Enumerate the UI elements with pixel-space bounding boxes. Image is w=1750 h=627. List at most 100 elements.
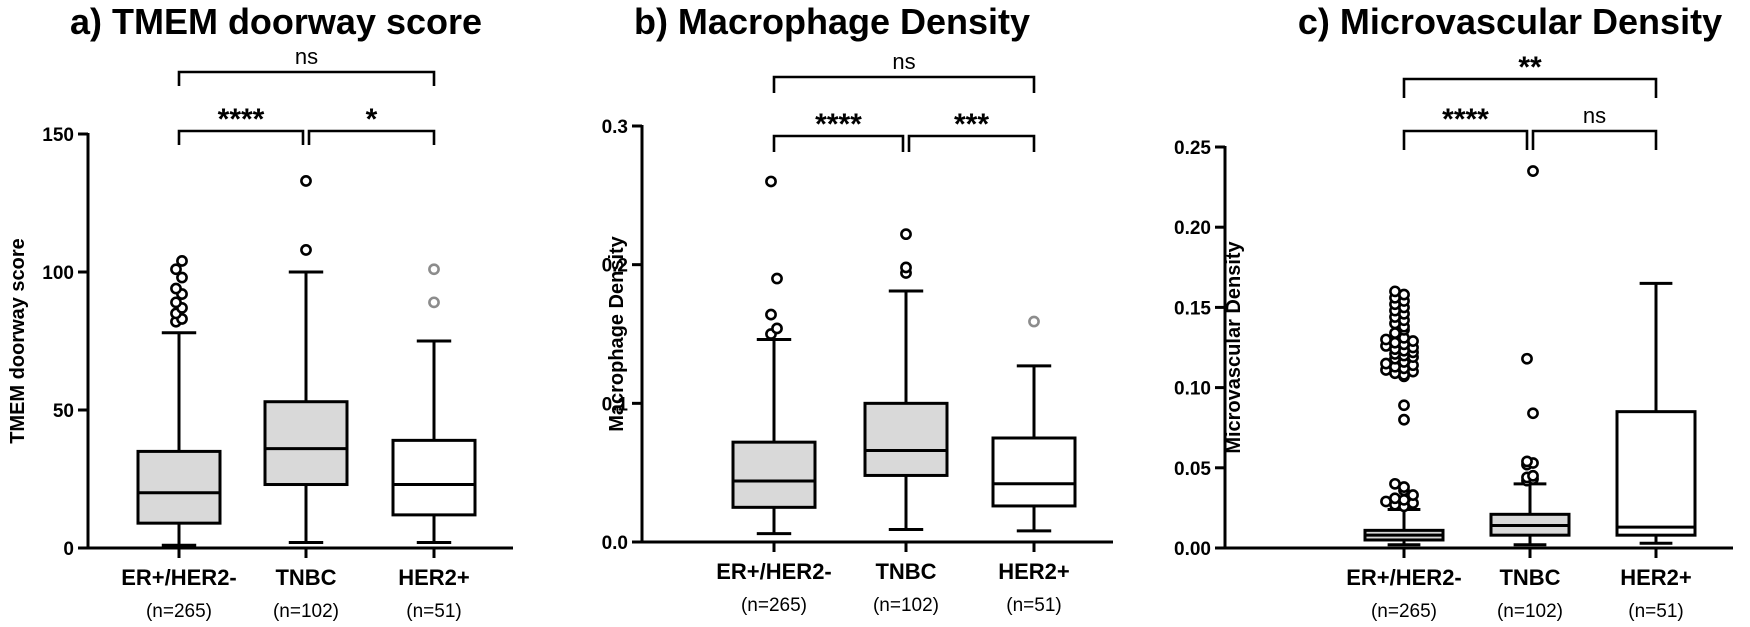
outlier-point	[1527, 469, 1539, 482]
outlier-point	[900, 261, 912, 274]
sample-size-label: (n=51)	[1628, 601, 1683, 622]
outlier-point	[300, 175, 312, 187]
bracket-line	[772, 134, 905, 152]
y-axis-label: TMEM doorway score	[7, 238, 29, 444]
x-tick-label: ER+/HER2-	[716, 559, 832, 584]
bracket-line	[907, 134, 1036, 152]
outlier-point	[300, 244, 312, 256]
box-group-tnbc: TNBC (n=102)	[263, 175, 349, 622]
outlier-point	[765, 308, 777, 321]
chart-title: a) TMEM doorway score	[70, 1, 482, 42]
box-group-er-her2-: ER+/HER2- (n=265)	[1346, 285, 1462, 622]
outlier-point	[1398, 399, 1410, 412]
x-tick-label: ER+/HER2-	[121, 565, 237, 590]
outlier-point	[765, 175, 777, 188]
significance-label: **	[1518, 51, 1542, 84]
box-group-er-her2-: ER+/HER2- (n=265)	[716, 175, 832, 616]
box-group-her2-: HER2+ (n=51)	[391, 263, 477, 622]
box-group-tnbc: TNBC (n=102)	[863, 228, 949, 616]
x-tick-label: TNBC	[1499, 565, 1560, 590]
outlier-point	[1521, 455, 1533, 468]
box-iqr	[731, 440, 817, 509]
significance-label: ***	[954, 108, 989, 141]
x-tick-label: TNBC	[275, 565, 336, 590]
outlier-point	[170, 296, 182, 309]
outlier-point	[1389, 477, 1401, 490]
significance-bracket: ****	[772, 108, 905, 152]
outlier-point	[170, 263, 182, 276]
box-iqr	[136, 449, 222, 525]
y-axis-label: Microvascular Density	[1223, 240, 1245, 453]
significance-label: ns	[892, 49, 915, 74]
significance-bracket: *	[307, 103, 436, 145]
chart-title: c) Microvascular Density	[1298, 1, 1722, 42]
outlier-point	[1380, 357, 1392, 370]
y-tick-label: 50	[53, 401, 74, 422]
sample-size-label: (n=265)	[146, 601, 212, 622]
box-iqr	[1615, 410, 1697, 537]
significance-label: ns	[1583, 103, 1606, 128]
box-iqr	[391, 438, 477, 517]
outlier-point	[428, 296, 440, 309]
significance-bracket: ns	[1531, 103, 1658, 150]
box-group-er-her2-: ER+/HER2- (n=265)	[121, 255, 237, 622]
bracket-line	[177, 70, 436, 86]
outlier-point	[1398, 493, 1410, 506]
significance-label: ****	[815, 108, 862, 141]
bracket-line	[1402, 129, 1529, 150]
x-tick-label: HER2+	[998, 559, 1070, 584]
significance-label: *	[366, 103, 378, 136]
significance-bracket: ****	[1402, 103, 1529, 150]
y-tick-label: 0.1	[602, 394, 629, 415]
x-tick-label: ER+/HER2-	[1346, 565, 1462, 590]
significance-label: ****	[218, 103, 265, 136]
y-tick-label: 0.10	[1174, 379, 1211, 400]
bracket-line	[1402, 77, 1658, 98]
box-group-her2-: HER2+ (n=51)	[1615, 281, 1697, 622]
sample-size-label: (n=102)	[273, 601, 339, 622]
sample-size-label: (n=102)	[873, 595, 939, 616]
outlier-point	[900, 228, 912, 241]
box-group-her2-: HER2+ (n=51)	[991, 315, 1077, 616]
box-group-tnbc: TNBC (n=102)	[1489, 165, 1571, 622]
outlier-point	[428, 263, 440, 276]
x-tick-label: HER2+	[1620, 565, 1692, 590]
bracket-line	[177, 129, 305, 145]
y-tick-label: 0.3	[602, 117, 628, 138]
y-tick-label: 150	[42, 125, 74, 146]
significance-bracket: ns	[177, 44, 436, 86]
box-iqr	[263, 400, 349, 487]
y-tick-label: 0.2	[602, 256, 628, 277]
significance-bracket: ****	[177, 103, 305, 145]
sample-size-label: (n=265)	[741, 595, 807, 616]
y-tick-label: 0.20	[1174, 218, 1211, 239]
bracket-line	[1531, 129, 1658, 150]
chart-title: b) Macrophage Density	[634, 1, 1030, 42]
box-iqr	[991, 436, 1077, 508]
y-tick-label: 0	[63, 539, 74, 560]
outlier-point	[1521, 352, 1533, 365]
outlier-point	[1028, 315, 1040, 328]
significance-label: ****	[1442, 103, 1489, 136]
significance-bracket: ns	[772, 49, 1036, 93]
y-axis-label: Macrophage Density	[606, 235, 628, 431]
sample-size-label: (n=102)	[1497, 601, 1563, 622]
outlier-point	[1398, 413, 1410, 426]
sample-size-label: (n=51)	[406, 601, 461, 622]
outlier-point	[771, 272, 783, 285]
x-tick-label: HER2+	[398, 565, 470, 590]
panel-microvascular-density: c) Microvascular Density Microvascular De…	[1174, 1, 1733, 622]
x-tick-label: TNBC	[875, 559, 936, 584]
y-tick-label: 0.0	[602, 533, 628, 554]
outlier-point	[176, 271, 188, 284]
bracket-line	[772, 75, 1036, 93]
significance-bracket: **	[1402, 51, 1658, 98]
outlier-point	[1407, 489, 1419, 501]
panel-tmem-doorway-score: a) TMEM doorway score TMEM doorway score 0…	[7, 1, 513, 622]
outlier-point	[170, 282, 182, 295]
significance-bracket: ***	[907, 108, 1036, 152]
outlier-point	[771, 322, 783, 335]
box-iqr	[863, 401, 949, 477]
